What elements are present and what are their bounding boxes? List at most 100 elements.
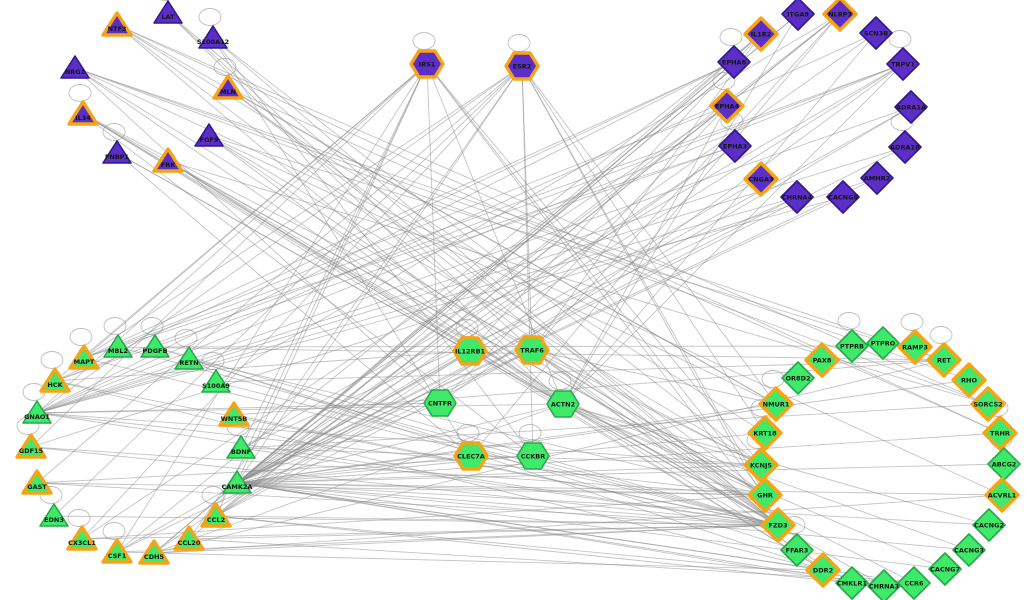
node-ADRA1B[interactable]: ADRA1B: [888, 130, 922, 164]
node-CCKBR[interactable]: CCKBR: [516, 442, 550, 470]
diamond-node-shape[interactable]: [867, 569, 901, 600]
triangle-node-shape[interactable]: [102, 140, 132, 164]
hexagon-node-shape[interactable]: [409, 49, 445, 79]
triangle-node-shape[interactable]: [39, 367, 71, 393]
triangle-node-shape[interactable]: [198, 25, 228, 49]
node-ABCG2[interactable]: ABCG2: [987, 447, 1021, 481]
diamond-node-shape[interactable]: [743, 16, 779, 52]
node-S100A12[interactable]: S100A12: [197, 25, 229, 49]
hexagon-node-shape[interactable]: [546, 390, 580, 418]
node-FNBP1[interactable]: FNBP1: [102, 140, 132, 164]
triangle-node-shape[interactable]: [212, 74, 244, 100]
node-IL12RB1[interactable]: IL12RB1: [452, 336, 488, 366]
triangle-node-shape[interactable]: [138, 539, 170, 565]
node-IRS1[interactable]: IRS1: [409, 49, 445, 79]
node-RAMP3[interactable]: RAMP3: [897, 329, 933, 365]
node-EPHA3[interactable]: EPHA3: [718, 129, 752, 163]
triangle-node-shape[interactable]: [60, 55, 90, 79]
diamond-node-shape[interactable]: [897, 329, 933, 365]
triangle-node-shape[interactable]: [67, 100, 99, 126]
node-FGF9[interactable]: FGF9: [194, 123, 224, 147]
node-NRG1[interactable]: NRG1: [60, 55, 90, 79]
triangle-node-shape[interactable]: [15, 433, 47, 459]
diamond-node-shape[interactable]: [822, 0, 858, 32]
diamond-node-shape[interactable]: [747, 477, 783, 513]
node-KRT18[interactable]: KRT18: [747, 415, 783, 451]
diamond-node-shape[interactable]: [805, 552, 841, 588]
triangle-node-shape[interactable]: [218, 401, 250, 427]
node-CHRNA4[interactable]: CHRNA4: [780, 180, 814, 214]
node-NTF3[interactable]: NTF3: [101, 11, 133, 37]
node-MLN[interactable]: MLN: [212, 74, 244, 100]
node-ADRA1A[interactable]: ADRA1A: [894, 90, 928, 124]
diamond-node-shape[interactable]: [886, 47, 920, 81]
diamond-node-shape[interactable]: [760, 507, 796, 543]
node-IL34[interactable]: IL34: [67, 100, 99, 126]
node-SCN3B[interactable]: SCN3B: [859, 16, 893, 50]
diamond-node-shape[interactable]: [897, 566, 931, 600]
diamond-node-shape[interactable]: [970, 386, 1006, 422]
diamond-node-shape[interactable]: [926, 342, 962, 378]
diamond-node-shape[interactable]: [951, 362, 987, 398]
diamond-node-shape[interactable]: [804, 342, 840, 378]
triangle-node-shape[interactable]: [153, 0, 183, 24]
diamond-node-shape[interactable]: [780, 180, 814, 214]
triangle-node-shape[interactable]: [222, 470, 252, 494]
diamond-node-shape[interactable]: [982, 415, 1018, 451]
node-CLEC7A[interactable]: CLEC7A: [453, 441, 489, 471]
hexagon-node-shape[interactable]: [453, 441, 489, 471]
node-CHRNA3[interactable]: CHRNA3: [867, 569, 901, 600]
diamond-node-shape[interactable]: [709, 88, 745, 124]
hexagon-node-shape[interactable]: [516, 442, 550, 470]
triangle-node-shape[interactable]: [66, 525, 98, 551]
node-RETN[interactable]: RETN: [174, 346, 204, 370]
node-TRAF6[interactable]: TRAF6: [514, 335, 550, 365]
triangle-node-shape[interactable]: [140, 334, 170, 358]
hexagon-node-shape[interactable]: [514, 335, 550, 365]
node-CACNG3[interactable]: CACNG3: [952, 533, 986, 567]
node-CNTFR[interactable]: CNTFR: [423, 389, 457, 417]
diamond-node-shape[interactable]: [888, 130, 922, 164]
triangle-node-shape[interactable]: [152, 147, 184, 173]
node-RET[interactable]: RET: [926, 342, 962, 378]
node-ITGA8[interactable]: ITGA8: [781, 0, 815, 31]
node-CCL20[interactable]: CCL20: [173, 525, 205, 551]
node-CACNG7[interactable]: CACNG7: [928, 552, 962, 586]
diamond-node-shape[interactable]: [859, 16, 893, 50]
node-ACTN2[interactable]: ACTN2: [546, 390, 580, 418]
diamond-node-shape[interactable]: [717, 45, 751, 79]
node-ACVRL1[interactable]: ACVRL1: [984, 477, 1020, 513]
diamond-node-shape[interactable]: [894, 90, 928, 124]
diamond-node-shape[interactable]: [952, 533, 986, 567]
hexagon-node-shape[interactable]: [423, 389, 457, 417]
diamond-node-shape[interactable]: [866, 326, 900, 360]
node-NLRP3[interactable]: NLRP3: [822, 0, 858, 32]
triangle-node-shape[interactable]: [103, 334, 133, 358]
node-CSF1[interactable]: CSF1: [101, 538, 133, 564]
diamond-node-shape[interactable]: [984, 477, 1020, 513]
hexagon-node-shape[interactable]: [452, 336, 488, 366]
triangle-node-shape[interactable]: [101, 538, 133, 564]
node-CNGA3[interactable]: CNGA3: [743, 161, 779, 197]
diamond-node-shape[interactable]: [972, 508, 1006, 542]
triangle-node-shape[interactable]: [21, 469, 53, 495]
node-GDF15[interactable]: GDF15: [15, 433, 47, 459]
diamond-node-shape[interactable]: [835, 329, 869, 363]
triangle-node-shape[interactable]: [101, 11, 133, 37]
triangle-node-shape[interactable]: [226, 435, 256, 459]
node-NMUR1[interactable]: NMUR1: [758, 386, 794, 422]
diamond-node-shape[interactable]: [758, 386, 794, 422]
node-SORCS2[interactable]: SORCS2: [970, 386, 1006, 422]
triangle-node-shape[interactable]: [39, 503, 69, 527]
triangle-node-shape[interactable]: [173, 525, 205, 551]
node-ESR2[interactable]: ESR2: [504, 51, 540, 81]
diamond-node-shape[interactable]: [781, 0, 815, 31]
node-OR8D2[interactable]: OR8D2: [781, 361, 815, 395]
node-CCR6[interactable]: CCR6: [897, 566, 931, 600]
diamond-node-shape[interactable]: [718, 129, 752, 163]
node-CACNG6[interactable]: CACNG6: [826, 180, 860, 214]
triangle-node-shape[interactable]: [194, 123, 224, 147]
diamond-node-shape[interactable]: [835, 566, 869, 600]
node-LAT[interactable]: LAT: [153, 0, 183, 24]
hexagon-node-shape[interactable]: [504, 51, 540, 81]
